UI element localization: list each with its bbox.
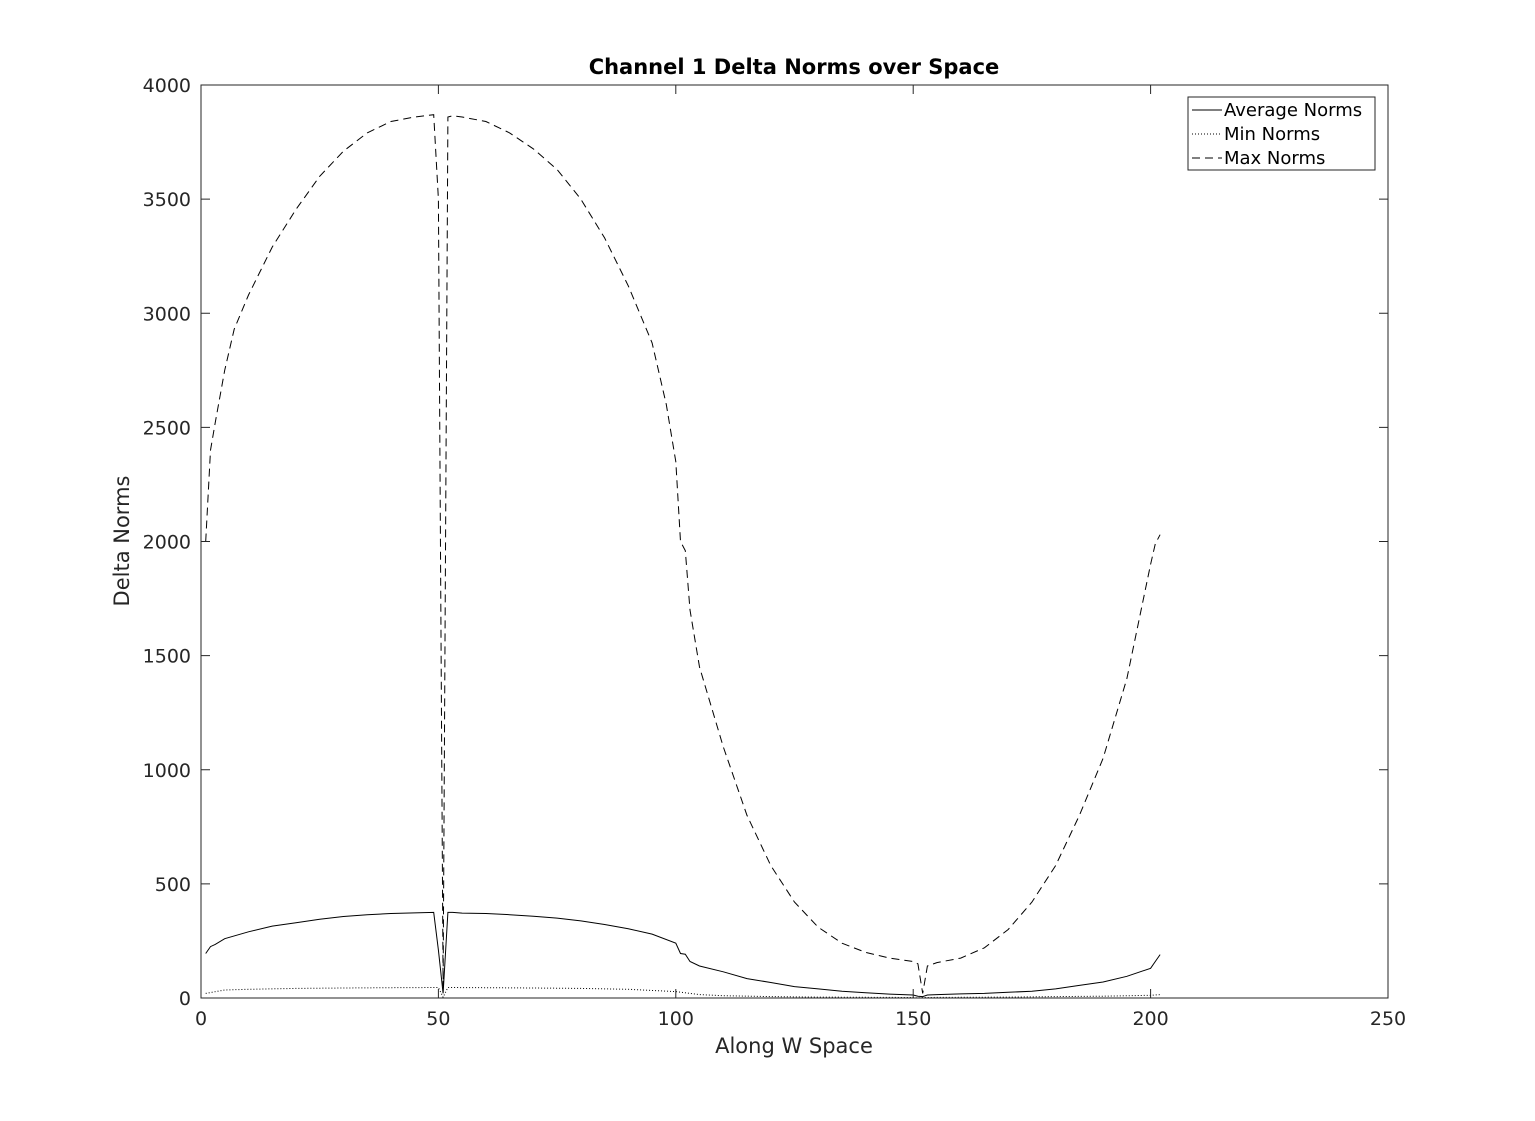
series-line-max-norms <box>205 114 1161 994</box>
x-tick-label: 200 <box>1132 1008 1168 1030</box>
plot-area <box>201 85 1388 998</box>
y-tick-label: 4000 <box>143 75 191 97</box>
x-tick-label: 150 <box>895 1008 931 1030</box>
series-line-average-norms <box>205 911 1161 998</box>
legend-label-max: Max Norms <box>1224 148 1325 169</box>
x-tick-label: 100 <box>658 1008 694 1030</box>
y-tick-label: 3000 <box>143 303 191 325</box>
y-axis-label: Delta Norms <box>110 476 134 607</box>
x-tick-label: 50 <box>426 1008 450 1030</box>
y-tick-label: 3500 <box>143 189 191 211</box>
ticks-layer: 0 50 100 150 200 2500500100015002000250030003… <box>143 75 1406 1030</box>
y-tick-label: 0 <box>179 988 191 1010</box>
legend: Average Norms Min Norms Max Norms <box>1187 96 1376 171</box>
legend-label-min: Min Norms <box>1224 124 1320 145</box>
y-tick-label: 2500 <box>143 417 191 439</box>
y-tick-label: 1500 <box>143 646 191 668</box>
x-tick-label: 250 <box>1370 1008 1406 1030</box>
x-axis-label: Along W Space <box>715 1034 873 1058</box>
chart-title: Channel 1 Delta Norms over Space <box>589 55 1000 79</box>
y-tick-label: 2000 <box>143 532 191 554</box>
legend-label-average: Average Norms <box>1224 100 1362 121</box>
series-layer <box>205 114 1161 999</box>
y-tick-label: 1000 <box>143 760 191 782</box>
y-tick-label: 500 <box>155 874 191 896</box>
x-tick-label: 0 <box>195 1008 207 1030</box>
